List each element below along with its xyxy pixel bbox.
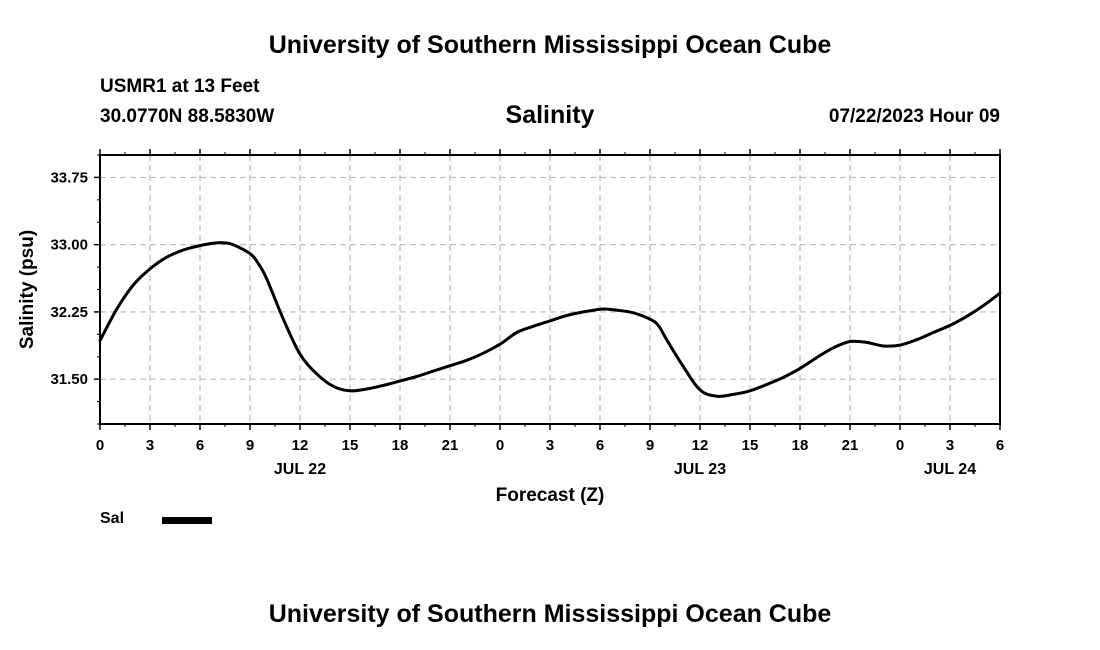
plot-frame [99,154,1001,425]
x-tick-label: 21 [842,437,859,454]
legend-label-sal: Sal [100,510,125,527]
axis-labels: 0 3 6 9 12 15 18 21 0 3 6 9 12 15 18 21 0 3 6 31.50 32.25 33.… [17,169,1004,506]
grid-lines [100,155,1000,424]
x-tick-label: 21 [442,437,459,454]
x-tick-label: 15 [742,437,759,454]
x-tick-label: 0 [96,437,104,454]
x-tick-label: 6 [196,437,204,454]
x-tick-label: 0 [496,437,504,454]
date-label: JUL 24 [924,461,976,478]
y-tick-label: 33.75 [50,169,88,186]
y-tick-label: 32.25 [50,304,88,321]
page-title: University of Southern Mississippi Ocean… [268,31,832,59]
station-label: USMR1 at 13 Feet [100,76,260,97]
x-tick-label: 6 [996,437,1004,454]
y-tick-label: 31.50 [50,371,88,388]
x-axis-label: Forecast (Z) [496,485,605,506]
x-tick-label: 0 [896,437,904,454]
forecast-timestamp: 07/22/2023 Hour 09 [828,106,1000,127]
y-tick-label: 33.00 [50,237,88,254]
x-tick-label: 3 [946,437,954,454]
date-label: JUL 23 [674,461,726,478]
x-tick-label: 15 [342,437,359,454]
x-tick-label: 12 [692,437,709,454]
date-label: JUL 22 [274,461,326,478]
station-coordinates: 30.0770N 88.5830W [100,106,275,127]
x-tick-label: 3 [146,437,154,454]
x-tick-label: 9 [246,437,254,454]
footer-title: University of Southern Mississippi Ocean… [268,600,832,628]
x-tick-label: 3 [546,437,554,454]
legend-swatch-sal [162,517,212,524]
x-tick-label: 6 [596,437,604,454]
chart-title: Salinity [505,101,595,129]
x-tick-label: 9 [646,437,654,454]
x-tick-label: 18 [392,437,409,454]
axis-ticks [94,149,1001,430]
x-tick-label: 18 [792,437,809,454]
salinity-series-line [98,241,1002,398]
x-tick-label: 12 [292,437,309,454]
y-axis-label: Salinity (psu) [17,230,38,349]
